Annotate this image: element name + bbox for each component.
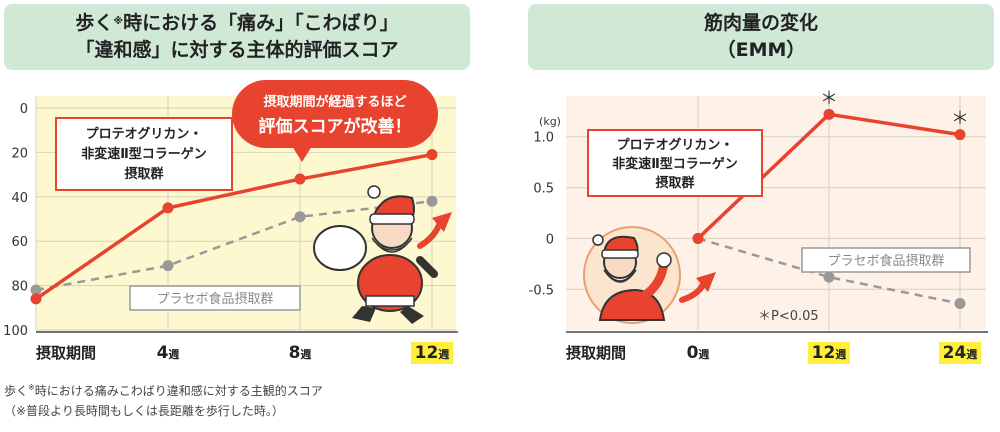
santa-walking-illustration <box>313 185 438 324</box>
left-title-line2: 「違和感」に対する主体的評価スコア <box>75 39 399 61</box>
left-x-tick-label: 4週 <box>157 343 180 363</box>
right-treatment-point <box>954 129 966 141</box>
left-x-tick-highlight <box>411 342 453 364</box>
left-callout-line2: 評価スコアが改善！ <box>259 116 412 137</box>
left-callout-line1: 摂取期間が経過するほど <box>263 94 406 110</box>
right-y-tick-label: 1.0 <box>533 131 554 146</box>
right-y-tick-label: 0.5 <box>533 182 554 197</box>
right-legend-treatment-line2: 非変速Ⅱ型コラーゲン <box>612 156 738 172</box>
right-legend-treatment-line1: プロテオグリカン・ <box>617 137 734 153</box>
left-y-tick-label: 60 <box>11 235 28 250</box>
right-title-line2: （EMM） <box>716 39 806 61</box>
right-legend-placebo-box <box>801 247 971 273</box>
left-series <box>30 149 438 305</box>
right-x-tick-label: 12週 <box>812 343 847 363</box>
left-placebo-point <box>294 211 306 223</box>
right-significance-mark: ＊ <box>951 109 969 130</box>
left-placebo-point <box>426 195 438 207</box>
left-treatment-point <box>426 149 438 161</box>
left-placebo-point <box>162 260 174 272</box>
left-x-tick-label: 8週 <box>289 343 312 363</box>
right-placebo-line <box>697 237 961 305</box>
left-legend-placebo-label: プラセボ食品摂取群 <box>156 291 273 307</box>
right-chart-title: 筋肉量の変化 （EMM） <box>528 4 994 70</box>
right-treatment-point <box>692 232 704 244</box>
left-x-tick-labels: 4週 8週 12週 <box>157 342 453 364</box>
right-y-tick-label: 0 <box>546 232 554 247</box>
right-chart: (kg) 1.00.50-0.5 摂取期間 0週 12週 24週 ＊＊ プロテオグリ… <box>529 88 988 364</box>
left-y-tick-labels: 0 20 40 60 80 100 <box>3 102 28 339</box>
right-significance-note: ＊P<0.05 <box>758 309 819 324</box>
right-legend-treatment-box <box>587 129 763 197</box>
left-legend-treatment-line1: プロテオグリカン・ <box>86 126 203 142</box>
left-title-line1: 歩く※時における「痛み」「こわばり」 <box>75 12 399 34</box>
left-chart-title: 歩く※時における「痛み」「こわばり」 「違和感」に対する主体的評価スコア <box>4 4 470 70</box>
right-x-tick-highlight <box>808 342 850 364</box>
left-callout-bubble <box>232 80 438 148</box>
left-legend-treatment-line2: 非変速Ⅱ型コラーゲン <box>81 146 207 162</box>
right-y-tick-labels: 1.0 0.5 0 -0.5 <box>529 131 554 299</box>
left-x-tick-label: 12週 <box>415 343 450 363</box>
right-legend-treatment-line3: 摂取群 <box>655 175 694 191</box>
left-treatment-point <box>294 173 306 185</box>
left-legend-placebo-box <box>129 285 301 311</box>
left-legend-treatment-box <box>55 117 233 191</box>
left-y-tick-label: 20 <box>11 146 28 161</box>
left-y-tick-label: 0 <box>20 102 28 117</box>
right-legend-placebo: プラセボ食品摂取群 <box>801 247 971 273</box>
left-footnote-line1: 歩く※時における痛みこわばり違和感に対する主観的スコア <box>4 383 323 398</box>
right-title-line1: 筋肉量の変化 <box>703 12 818 34</box>
left-treatment-point <box>30 293 42 305</box>
right-x-tick-label: 0週 <box>687 343 710 363</box>
santa-sack-icon <box>313 225 367 271</box>
left-y-tick-label: 80 <box>11 280 28 295</box>
right-series: ＊＊ <box>692 88 969 310</box>
left-placebo-point <box>30 284 42 296</box>
right-y-unit: (kg) <box>539 115 561 128</box>
left-treatment-line <box>35 152 433 301</box>
right-x-tick-labels: 0週 12週 24週 <box>687 342 981 364</box>
right-significance-mark: ＊ <box>820 88 838 109</box>
right-treatment-point <box>823 108 835 120</box>
right-legend-treatment: プロテオグリカン・ 非変速Ⅱ型コラーゲン 摂取群 <box>587 129 763 197</box>
left-placebo-line <box>35 199 433 292</box>
left-legend-treatment: プロテオグリカン・ 非変速Ⅱ型コラーゲン 摂取群 <box>55 117 233 191</box>
santa-flexing-illustration <box>583 226 681 324</box>
right-up-arrow-head-icon <box>696 272 716 292</box>
left-legend-treatment-line3: 摂取群 <box>124 166 163 182</box>
right-y-tick-label: -0.5 <box>529 283 554 298</box>
left-y-tick-label: 40 <box>11 191 28 206</box>
right-x-axis-title: 摂取期間 <box>566 344 626 362</box>
left-legend-placebo: プラセボ食品摂取群 <box>129 285 301 311</box>
left-treatment-point <box>162 202 174 214</box>
left-callout-tail <box>292 146 312 162</box>
left-footnote-line2: （※普段より長時間もしくは長距離を歩行した時。） <box>4 404 284 418</box>
right-x-tick-highlight <box>939 342 981 364</box>
left-y-tick-label: 100 <box>3 324 28 339</box>
right-x-tick-label: 24週 <box>943 343 978 363</box>
left-callout: 摂取期間が経過するほど 評価スコアが改善！ <box>232 80 438 162</box>
left-x-axis-title: 摂取期間 <box>36 344 96 362</box>
left-up-arrow-head-icon <box>432 212 452 232</box>
left-chart: 0 20 40 60 80 100 摂取期間 4週 8週 12週 プロテオグリカン・ 非変速Ⅱ… <box>3 80 458 364</box>
right-placebo-point <box>954 298 966 310</box>
right-legend-placebo-label: プラセボ食品摂取群 <box>827 253 944 269</box>
right-placebo-point <box>823 271 835 283</box>
